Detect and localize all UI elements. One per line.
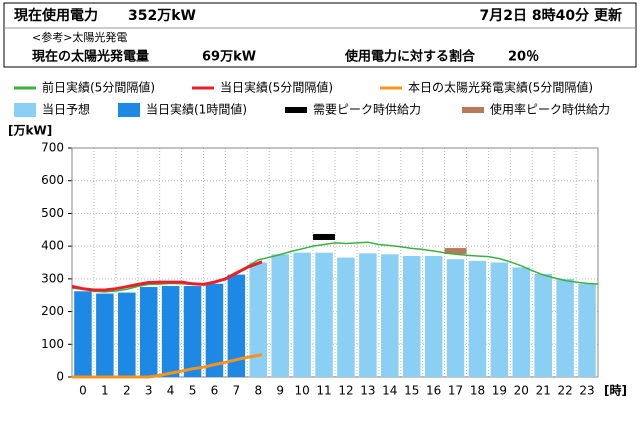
line [72, 352, 263, 379]
x-axis-label: [時] [604, 383, 627, 398]
x-tick-label: 10 [294, 384, 309, 398]
legend-label: 当日予想 [42, 102, 90, 117]
legend-label: 前日実績(5分間隔値) [42, 80, 155, 95]
solar-label: 現在の太陽光発電量 [32, 49, 149, 65]
x-tick-label: 0 [79, 384, 87, 398]
bar [556, 278, 574, 377]
y-tick-label: 500 [41, 206, 64, 220]
legend-label: 本日の太陽光発電実績(5分間隔値) [408, 80, 593, 95]
bar [468, 260, 487, 377]
solar-value: 69万kW [202, 50, 256, 65]
y-tick-label: 100 [41, 337, 64, 351]
legend-label: 使用率ピーク時供給力 [490, 102, 610, 117]
x-tick-label: 5 [189, 384, 197, 398]
x-tick-label: 19 [492, 384, 507, 398]
x-tick-label: 23 [579, 384, 594, 398]
x-tick-label: 16 [426, 384, 441, 398]
x-tick-label: 17 [448, 384, 463, 398]
x-tick-label: 7 [233, 384, 241, 398]
ratio-value: 20％ [508, 50, 539, 65]
bar [446, 259, 465, 377]
y-axis-label: [万kW] [8, 124, 52, 138]
x-tick-label: 11 [316, 384, 331, 398]
bar [74, 291, 92, 377]
bar [205, 283, 224, 377]
bar [161, 286, 180, 377]
x-tick-label: 22 [557, 384, 572, 398]
bar [227, 274, 246, 377]
x-tick-label: 12 [338, 384, 353, 398]
x-tick-label: 6 [211, 384, 219, 398]
bar [315, 252, 333, 377]
y-tick-label: 200 [41, 304, 64, 318]
y-tick-label: 300 [41, 271, 64, 285]
y-tick-label: 0 [56, 370, 64, 384]
bar [578, 283, 596, 377]
bar [249, 262, 268, 377]
bar [381, 254, 399, 377]
bar [293, 252, 311, 377]
usage-label: 現在使用電力 [14, 7, 98, 24]
bar [534, 273, 552, 377]
legend-box [14, 103, 36, 117]
x-tick-label: 15 [404, 384, 419, 398]
ratio-label: 使用電力に対する割合 [344, 49, 476, 65]
y-tick-label: 600 [41, 173, 64, 187]
x-tick-label: 14 [382, 384, 397, 398]
x-tick-label: 18 [470, 384, 485, 398]
bar [359, 253, 377, 377]
x-tick-label: 13 [360, 384, 375, 398]
x-tick-label: 21 [536, 384, 551, 398]
bar [139, 287, 158, 377]
x-tick-label: 3 [145, 384, 153, 398]
x-tick-label: 4 [167, 384, 175, 398]
legend-peak [285, 107, 307, 113]
y-tick-label: 700 [41, 141, 64, 155]
bar [183, 286, 202, 377]
bar [271, 254, 289, 377]
updated: 7月2日 8時40分 更新 [480, 7, 622, 24]
legend-label: 当日実績(5分間隔値) [220, 80, 333, 95]
x-tick-label: 9 [276, 384, 284, 398]
y-tick-label: 400 [41, 239, 64, 253]
line [71, 241, 599, 293]
usage-value: 352万kW [128, 8, 196, 24]
x-tick-label: 8 [254, 384, 262, 398]
bar [118, 292, 136, 377]
bar [424, 255, 443, 377]
bar [337, 257, 355, 377]
peak-marker [444, 248, 467, 255]
peak-marker [313, 233, 335, 240]
legend-label: 当日実績(1時間値) [146, 102, 247, 117]
header-box [3, 2, 637, 68]
legend-box [118, 103, 140, 117]
bar [96, 293, 114, 377]
plot-frame [71, 147, 599, 378]
x-tick-label: 2 [123, 384, 131, 398]
x-tick-label: 1 [101, 384, 109, 398]
bar [490, 262, 509, 377]
legend-label: 需要ピーク時供給力 [313, 103, 421, 117]
legend-peak [462, 107, 484, 113]
reference: <参考>太陽光発電 [32, 30, 127, 44]
bar [512, 267, 531, 377]
bar [402, 255, 421, 377]
line [71, 260, 263, 292]
x-tick-label: 20 [514, 384, 529, 398]
